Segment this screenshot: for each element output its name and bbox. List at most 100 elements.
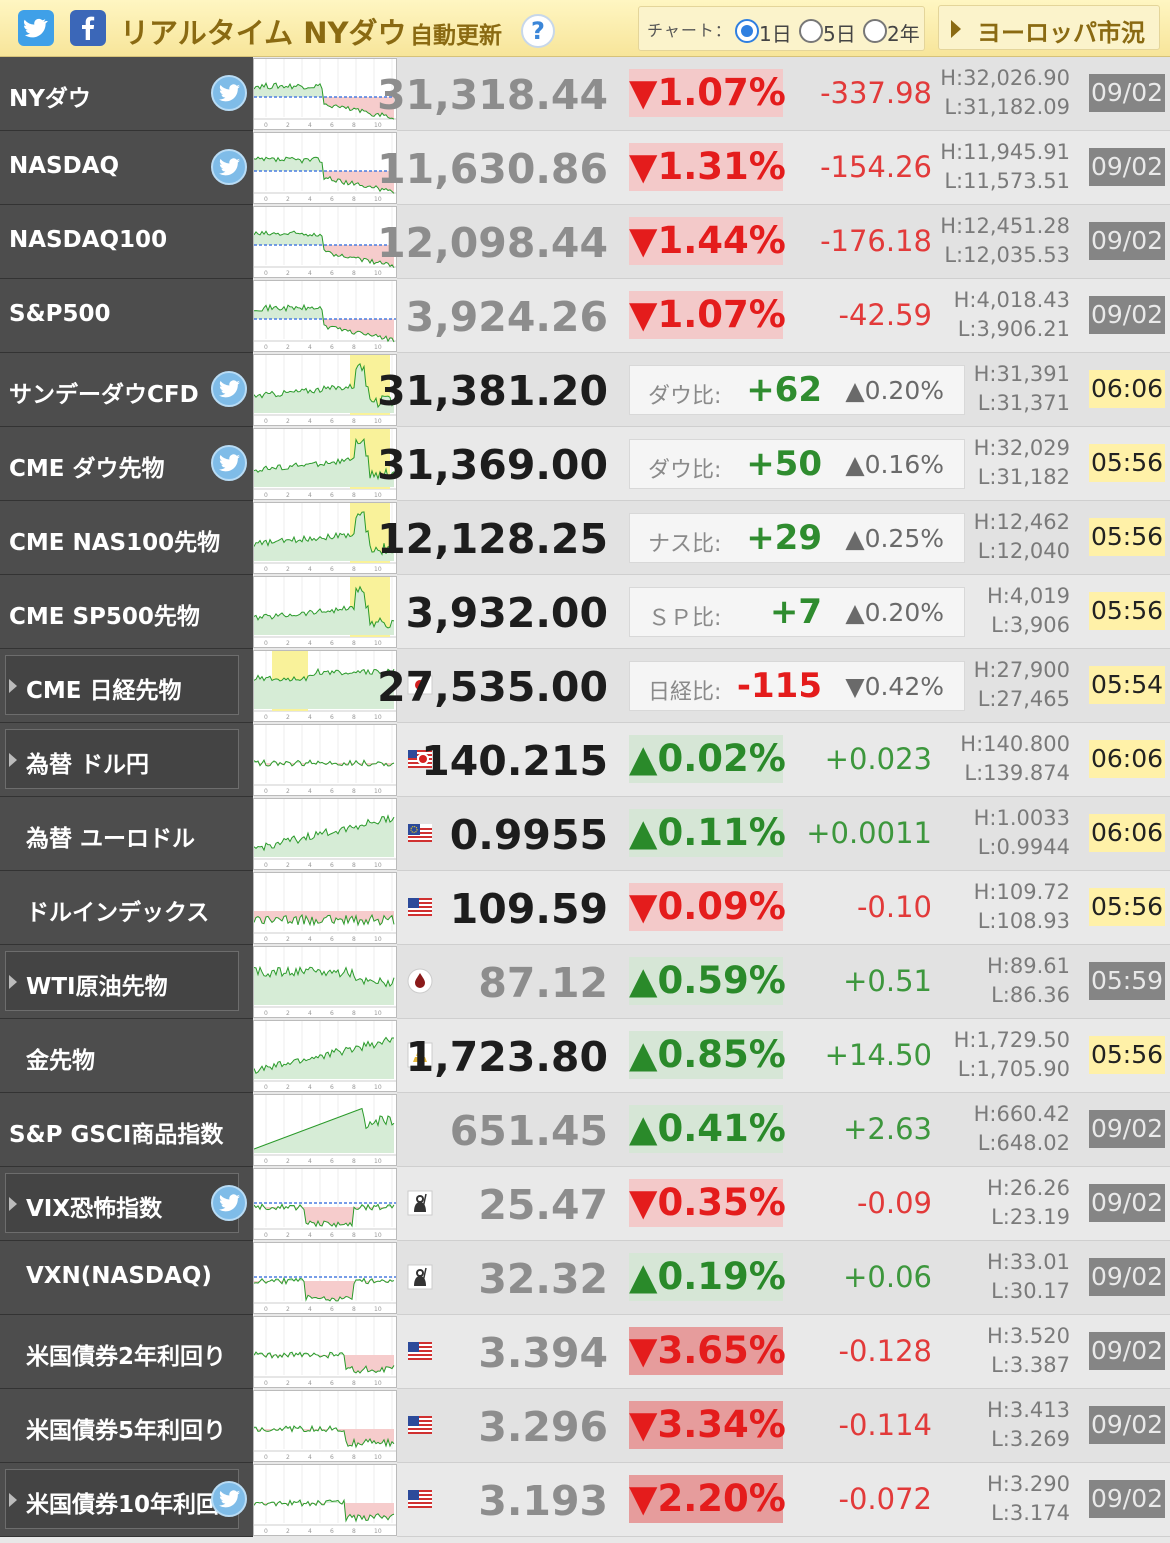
sparkline-chart[interactable]: 0 2 4 6 8 10 [253,576,397,648]
sparkline-chart[interactable]: 0 2 4 6 8 10 [253,502,397,574]
market-row[interactable]: ドルインデックス 0 2 4 6 8 10 109.59 ▼0.09% -0.10 H:109.72… [0,871,1170,945]
svg-text:4: 4 [308,270,312,277]
instrument-name-cell[interactable]: S&P500 [0,279,253,353]
sparkline-chart[interactable]: 0 2 4 6 8 10 [253,58,397,130]
market-row[interactable]: NASDAQ100 0 2 4 6 8 10 12,098.44 ▼1.44% -176.18 H:… [0,205,1170,279]
low-value: L:12,040 [977,539,1070,563]
instrument-name-cell[interactable]: ドルインデックス [0,871,253,945]
instrument-name-cell[interactable]: 米国債券10年利回り [0,1463,253,1537]
market-row[interactable]: 為替 ドル円 0 2 4 6 8 10 140.215 ▲0.02% +0.023 H:140.80… [0,723,1170,797]
market-row[interactable]: CME ダウ先物 0 2 4 6 8 10 31,369.00 ダウ比: +50 ▲0.16% H:3… [0,427,1170,501]
sparkline-chart[interactable]: 0 2 4 6 8 10 [253,872,397,944]
instrument-name-cell[interactable]: S&P GSCI商品指数 [0,1093,253,1167]
market-row[interactable]: CME 日経先物 0 2 4 6 8 10 27,535.00 日経比: -115 ▼0.42% H:… [0,649,1170,723]
expandable-box[interactable] [5,951,239,1011]
svg-text:8: 8 [352,640,356,647]
high-low: H:1.0033 L:0.9944 [974,804,1070,862]
market-row[interactable]: NYダウ 0 2 4 6 8 10 31,318.44 ▼1.07% -337.98 H:32,02… [0,57,1170,131]
instrument-name-cell[interactable]: サンデーダウCFD [0,353,253,427]
svg-text:2: 2 [286,862,290,869]
market-row[interactable]: S&P500 0 2 4 6 8 10 3,924.26 ▼1.07% -42.59 H:4,018… [0,279,1170,353]
market-row[interactable]: WTI原油先物 0 2 4 6 8 10 87.12 ▲0.59% +0.51 H:89.61 L:8… [0,945,1170,1019]
market-row[interactable]: S&P GSCI商品指数 0 2 4 6 8 10 651.45 ▲0.41% +2.63 H:66… [0,1093,1170,1167]
expand-arrow-icon[interactable] [9,1197,17,1211]
twitter-icon[interactable] [211,149,247,185]
sparkline-chart[interactable]: 0 2 4 6 8 10 [253,132,397,204]
sparkline-chart[interactable]: 0 2 4 6 8 10 [253,650,397,722]
svg-text:10: 10 [374,1306,382,1313]
instrument-name-cell[interactable]: NYダウ [0,57,253,131]
expand-arrow-icon[interactable] [9,753,17,767]
instrument-name-cell[interactable]: CME ダウ先物 [0,427,253,501]
sparkline-chart[interactable]: 0 2 4 6 8 10 [253,354,397,426]
twitter-icon[interactable] [211,1185,247,1221]
high-value: H:3.290 [987,1472,1070,1496]
instrument-name-cell[interactable]: CME NAS100先物 [0,501,253,575]
range-radio-5d[interactable] [799,19,823,43]
market-row[interactable]: CME NAS100先物 0 2 4 6 8 10 12,128.25 ナス比: +29 ▲0.25… [0,501,1170,575]
instrument-name-cell[interactable]: 米国債券2年利回り [0,1315,253,1389]
svg-text:8: 8 [352,1158,356,1165]
sparkline-chart[interactable]: 0 2 4 6 8 10 [253,1316,397,1388]
expandable-box[interactable] [5,1173,239,1233]
sparkline-chart[interactable]: 0 2 4 6 8 10 [253,1020,397,1092]
market-row[interactable]: NASDAQ 0 2 4 6 8 10 11,630.86 ▼1.31% -154.26 H:11,… [0,131,1170,205]
sparkline-chart[interactable]: 0 2 4 6 8 10 [253,1094,397,1166]
svg-text:10: 10 [374,1528,382,1535]
facebook-share-icon[interactable] [70,10,106,46]
twitter-share-icon[interactable] [18,10,54,46]
expand-arrow-icon[interactable] [9,1493,17,1507]
instrument-name-cell[interactable]: 為替 ユーロドル [0,797,253,871]
update-time: 05:56 [1089,888,1165,926]
instrument-name-cell[interactable]: CME SP500先物 [0,575,253,649]
instrument-name-cell[interactable]: 為替 ドル円 [0,723,253,797]
market-row[interactable]: CME SP500先物 0 2 4 6 8 10 3,932.00 ＳＰ比: +7 ▲0.20% H:… [0,575,1170,649]
sparkline-chart[interactable]: 0 2 4 6 8 10 [253,1464,397,1536]
expandable-box[interactable] [5,655,239,715]
svg-text:8: 8 [352,936,356,943]
update-time: 09/02 [1089,1480,1165,1518]
expandable-box[interactable] [5,729,239,789]
market-row[interactable]: 米国債券10年利回り 0 2 4 6 8 10 3.193 ▼2.20% -0.072 H:3.29… [0,1463,1170,1537]
twitter-icon[interactable] [211,371,247,407]
sparkline-chart[interactable]: 0 2 4 6 8 10 [253,428,397,500]
market-row[interactable]: 米国債券2年利回り 0 2 4 6 8 10 3.394 ▼3.65% -0.128 H:3.520… [0,1315,1170,1389]
instrument-name-cell[interactable]: NASDAQ [0,131,253,205]
instrument-name-cell[interactable]: VXN(NASDAQ) [0,1241,253,1315]
svg-text:0: 0 [264,1158,268,1165]
svg-text:4: 4 [308,1010,312,1017]
instrument-name-cell[interactable]: 米国債券5年利回り [0,1389,253,1463]
high-low: H:27,900 L:27,465 [974,656,1070,714]
instrument-name-cell[interactable]: 金先物 [0,1019,253,1093]
market-row[interactable]: 為替 ユーロドル 0 2 4 6 8 10 0.9955 ▲0.11% +0.0011 H:1.00… [0,797,1170,871]
instrument-name-cell[interactable]: NASDAQ100 [0,205,253,279]
sparkline-chart[interactable]: 0 2 4 6 8 10 [253,798,397,870]
sparkline-chart[interactable]: 0 2 4 6 8 10 [253,1390,397,1462]
range-label-5d: 5日 [823,22,856,46]
market-row[interactable]: VXN(NASDAQ) 0 2 4 6 8 10 32.32 ▲0.19% +0.06 H:33.0… [0,1241,1170,1315]
expand-arrow-icon[interactable] [9,975,17,989]
instrument-name-cell[interactable]: WTI原油先物 [0,945,253,1019]
range-radio-2y[interactable] [863,19,887,43]
range-radio-1d[interactable] [735,19,759,43]
instrument-name-cell[interactable]: CME 日経先物 [0,649,253,723]
sparkline-chart[interactable]: 0 2 4 6 8 10 [253,946,397,1018]
twitter-icon[interactable] [211,75,247,111]
market-row[interactable]: サンデーダウCFD 0 2 4 6 8 10 31,381.20 ダウ比: +62 ▲0.20% H:… [0,353,1170,427]
sparkline-chart[interactable]: 0 2 4 6 8 10 [253,724,397,796]
help-icon[interactable]: ? [521,14,555,48]
sparkline-chart[interactable]: 0 2 4 6 8 10 [253,206,397,278]
high-low: H:12,462 L:12,040 [974,508,1070,566]
sparkline-chart[interactable]: 0 2 4 6 8 10 [253,1242,397,1314]
expand-arrow-icon[interactable] [9,679,17,693]
europe-market-button[interactable]: ヨーロッパ市況 [938,5,1160,50]
market-row[interactable]: 金先物 0 2 4 6 8 10 1,723.80 ▲0.85% +14.50 H:1,729.50… [0,1019,1170,1093]
market-row[interactable]: 米国債券5年利回り 0 2 4 6 8 10 3.296 ▼3.34% -0.114 H:3.413… [0,1389,1170,1463]
market-row[interactable]: VIX恐怖指数 0 2 4 6 8 10 25.47 ▼0.35% -0.09 H:26.26 L:2… [0,1167,1170,1241]
twitter-icon[interactable] [211,445,247,481]
sparkline-chart[interactable]: 0 2 4 6 8 10 [253,280,397,352]
sparkline-chart[interactable]: 0 2 4 6 8 10 [253,1168,397,1240]
expandable-box[interactable] [5,1469,239,1529]
instrument-name-cell[interactable]: VIX恐怖指数 [0,1167,253,1241]
twitter-icon[interactable] [211,1481,247,1517]
